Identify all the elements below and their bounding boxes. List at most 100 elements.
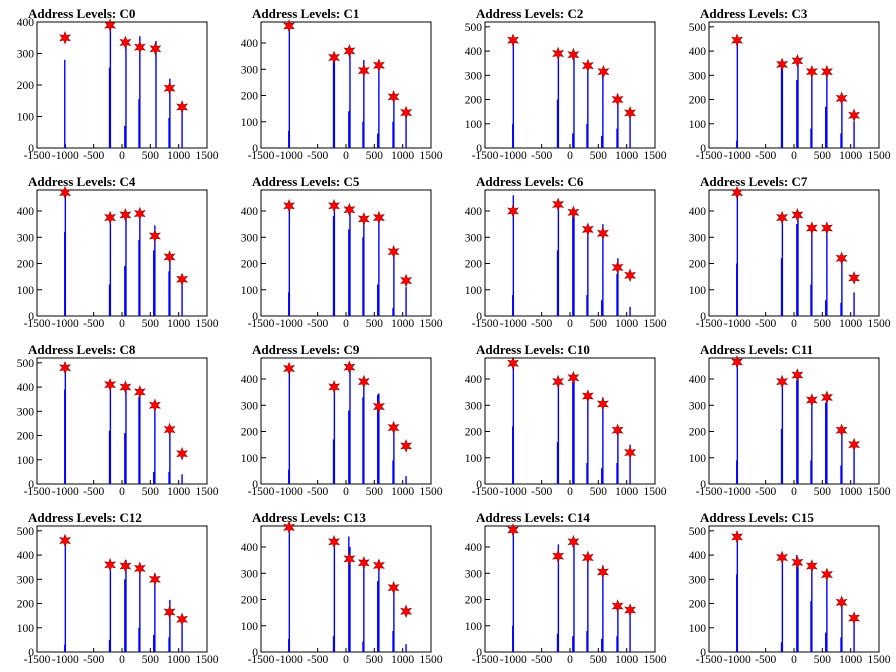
peak-star-marker <box>357 374 370 389</box>
x-tick-label: 1000 <box>615 150 638 162</box>
x-tick-label: 1000 <box>839 318 862 330</box>
peak-star-marker <box>119 559 132 573</box>
x-tick-label: 1500 <box>868 150 891 162</box>
x-tick-label: -1000 <box>500 150 527 162</box>
peak-star-marker <box>776 210 789 225</box>
x-tick-label: 1500 <box>868 654 891 666</box>
x-tick-label: -500 <box>755 486 776 498</box>
x-tick-label: 1000 <box>167 318 190 330</box>
x-tick-label: 0 <box>343 486 349 498</box>
x-tick-label: 500 <box>814 318 832 330</box>
x-tick-label: 500 <box>142 486 160 498</box>
y-tick-label: 400 <box>689 374 707 386</box>
y-tick-label: 400 <box>241 38 259 50</box>
peak-star-marker <box>372 558 385 573</box>
x-tick-label: 0 <box>343 150 349 162</box>
chart-panel-15: Address Levels: C15 -1500 -1000 -500 0 500 100… <box>689 510 891 666</box>
y-tick-label: 200 <box>241 259 259 271</box>
peak-star-marker <box>596 397 609 411</box>
peak-star-marker <box>791 368 804 382</box>
chart-panel-7: Address Levels: C7-1500 -1000 -500 0 500 1000… <box>689 174 891 330</box>
x-tick-label: 1500 <box>644 318 667 330</box>
peak-star-marker <box>820 221 833 235</box>
x-tick-label: -1500 <box>248 318 275 330</box>
x-tick-label: 1500 <box>196 150 219 162</box>
x-tick-label: 1000 <box>839 150 862 162</box>
x-tick-label: 500 <box>590 318 608 330</box>
peak-star-marker <box>805 221 818 235</box>
y-tick-label: 0 <box>700 479 706 491</box>
x-tick-label: 1000 <box>391 486 414 498</box>
chart-panel-6: Address Levels: C6-1500 -1000 -500 0 500 1000… <box>465 174 667 330</box>
peak-star-marker <box>848 611 861 625</box>
x-tick-label: 0 <box>567 486 573 498</box>
peak-star-marker <box>611 260 624 275</box>
x-tick-label: -1500 <box>696 150 723 162</box>
x-tick-label: 1500 <box>644 654 667 666</box>
peak-star-marker <box>59 533 71 548</box>
chart-panel-0: Address Levels: C0-1500 -1000 -500 0 500 1000… <box>17 6 219 162</box>
x-tick-label: -500 <box>307 150 328 162</box>
x-tick-label: -500 <box>531 486 552 498</box>
peak-star-marker <box>596 226 609 241</box>
x-tick-label: -500 <box>755 150 776 162</box>
x-tick-label: 500 <box>366 318 384 330</box>
peak-star-marker <box>176 100 189 114</box>
x-tick-label: 500 <box>366 486 384 498</box>
y-tick-label: 500 <box>17 526 35 538</box>
chart-panel-8: Address Levels: C8-1500 -1000 -500 0 500 1000… <box>17 342 219 498</box>
peak-star-marker <box>59 360 71 375</box>
y-tick-label: 100 <box>465 453 483 465</box>
y-tick-label: 200 <box>689 259 707 271</box>
x-tick-label: -500 <box>755 318 776 330</box>
x-tick-label: -1500 <box>472 486 499 498</box>
x-tick-label: 1500 <box>420 654 443 666</box>
x-tick-label: 500 <box>590 486 608 498</box>
peak-star-marker <box>820 64 833 79</box>
y-tick-label: 200 <box>689 427 707 439</box>
y-tick-label: 100 <box>17 623 35 635</box>
peak-star-marker <box>119 208 132 222</box>
x-tick-label: -500 <box>83 654 104 666</box>
chart-panel-2: Address Levels: C2-1500 -1000 -500 0 500 1000… <box>465 6 667 162</box>
chart-panel-5: Address Levels: C5-1500 -1000 -500 0 500 1000… <box>241 174 443 330</box>
peak-star-marker <box>776 374 789 389</box>
x-tick-label: 1000 <box>839 486 862 498</box>
peak-star-marker <box>835 595 848 610</box>
x-tick-label: 1000 <box>615 486 638 498</box>
peak-star-marker <box>343 44 356 58</box>
y-tick-label: 400 <box>241 206 259 218</box>
chart-panel-12: Address Levels: C12 -1500 -1000 -500 0 500 100… <box>17 510 219 666</box>
y-tick-label: 400 <box>465 542 483 554</box>
x-tick-label: 1000 <box>839 654 862 666</box>
peak-star-marker <box>567 47 580 62</box>
peak-star-marker <box>567 370 580 385</box>
peak-star-marker <box>848 108 861 123</box>
chart-title: Address Levels: C3 <box>700 6 808 21</box>
peak-star-marker <box>567 534 580 549</box>
peak-star-marker <box>820 390 833 405</box>
peak-star-marker <box>104 377 117 392</box>
y-tick-label: 200 <box>241 427 259 439</box>
peak-star-marker <box>357 212 370 226</box>
x-tick-label: 500 <box>814 150 832 162</box>
peak-star-marker <box>283 198 295 213</box>
y-tick-label: 300 <box>17 574 35 586</box>
peak-star-marker <box>835 251 848 266</box>
y-tick-label: 100 <box>689 453 707 465</box>
x-tick-label: -500 <box>83 318 104 330</box>
y-tick-label: 0 <box>476 311 482 323</box>
chart-title: Address Levels: C11 <box>700 342 813 357</box>
peak-star-marker <box>163 249 176 264</box>
x-tick-label: 1000 <box>167 654 190 666</box>
chart-title: Address Levels: C15 <box>700 510 814 525</box>
y-tick-label: 100 <box>241 621 259 633</box>
peak-star-marker <box>119 380 132 394</box>
y-tick-label: 200 <box>465 595 483 607</box>
y-tick-label: 0 <box>28 479 34 491</box>
peak-star-marker <box>59 185 71 200</box>
y-tick-label: 300 <box>241 232 259 244</box>
y-tick-label: 200 <box>465 427 483 439</box>
y-tick-label: 400 <box>689 46 707 58</box>
y-tick-label: 300 <box>465 70 483 82</box>
